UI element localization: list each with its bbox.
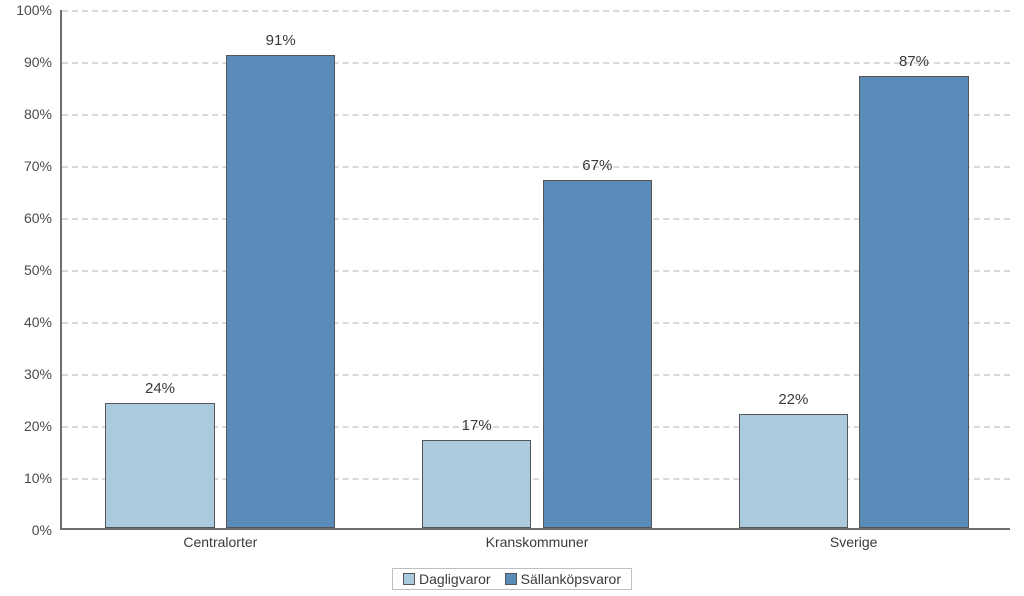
bar-value-label: 24% [145, 380, 175, 397]
y-tick-label: 20% [0, 418, 52, 434]
legend-item: Dagligvaror [403, 571, 491, 587]
legend-swatch [505, 573, 517, 585]
y-tick-label: 60% [0, 210, 52, 226]
plot-area: 24%91%17%67%22%87% CentralorterKranskomm… [60, 10, 1010, 530]
y-tick-label: 0% [0, 522, 52, 538]
y-tick-label: 100% [0, 2, 52, 18]
legend-label: Sällanköpsvaror [521, 571, 621, 587]
y-tick-label: 10% [0, 470, 52, 486]
legend-label: Dagligvaror [419, 571, 491, 587]
bar [226, 55, 335, 528]
bar-chart: 0% 10% 20% 30% 40% 50% 60% 70% 80% 90% 100% 24% 91%… [0, 0, 1024, 596]
x-tick-label: Centralorter [183, 534, 257, 550]
legend: Dagligvaror Sällanköpsvaror [392, 568, 632, 590]
bar-value-label: 17% [462, 417, 492, 434]
bar-value-label: 91% [266, 32, 296, 49]
bar [105, 403, 214, 528]
y-tick-label: 30% [0, 366, 52, 382]
bar-value-label: 22% [778, 391, 808, 408]
y-tick-label: 50% [0, 262, 52, 278]
bar-value-label: 67% [582, 157, 612, 174]
y-tick-label: 90% [0, 54, 52, 70]
bars-layer: 24% 91% 17% 67% 22% 87% [62, 10, 1010, 528]
legend-swatch [403, 573, 415, 585]
bar-value-label: 87% [899, 53, 929, 70]
y-tick-label: 80% [0, 106, 52, 122]
legend-item: Sällanköpsvaror [505, 571, 621, 587]
bar [859, 76, 968, 528]
bar [422, 440, 531, 528]
bar [543, 180, 652, 528]
bar [739, 414, 848, 528]
y-tick-label: 70% [0, 158, 52, 174]
y-tick-label: 40% [0, 314, 52, 330]
x-tick-label: Kranskommuner [486, 534, 589, 550]
x-tick-label: Sverige [830, 534, 877, 550]
